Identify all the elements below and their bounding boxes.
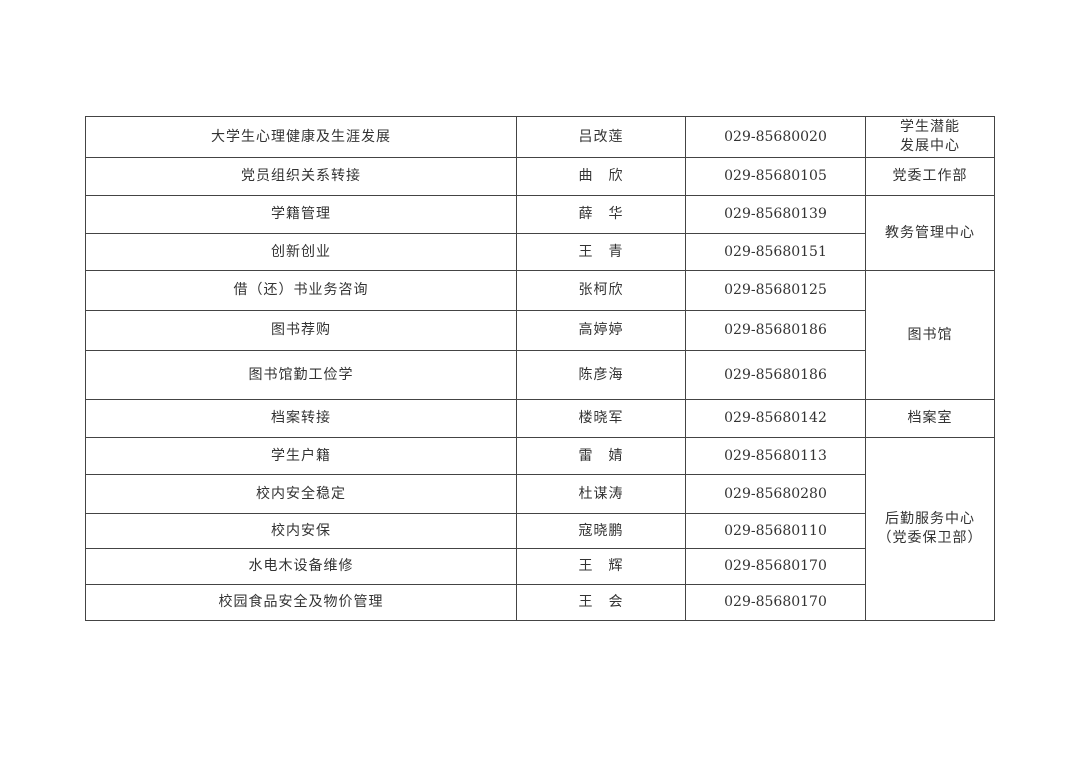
service-cell: 大学生心理健康及生涯发展: [85, 116, 517, 158]
phone-cell: 029-85680186: [685, 350, 866, 400]
contact-table-body: 大学生心理健康及生涯发展 吕改莲 029-85680020 学生潜能 发展中心 党员组织关…: [85, 116, 995, 621]
contact-cell: 陈彦海: [516, 350, 686, 400]
contact-cell: 杜谋涛: [516, 474, 686, 514]
contact-cell: 王 辉: [516, 548, 686, 585]
contact-cell: 寇晓鹏: [516, 513, 686, 549]
phone-cell: 029-85680020: [685, 116, 866, 158]
department-line: 档案室: [907, 410, 953, 426]
department-cell: 党委工作部: [865, 157, 995, 196]
contact-table: 大学生心理健康及生涯发展 吕改莲 029-85680020 学生潜能 发展中心 党员组织关…: [85, 116, 995, 621]
contact-cell: 王 会: [516, 584, 686, 621]
table-row: 档案转接 楼晓军 029-85680142 档案室: [85, 399, 995, 438]
department-line: 发展中心: [900, 138, 960, 154]
table-row: 创新创业王 青 029-85680151: [85, 233, 995, 271]
department-line: 学生潜能: [900, 119, 960, 135]
department-line: 党委工作部: [892, 168, 968, 184]
service-cell: 党员组织关系转接: [85, 157, 517, 196]
service-cell: 档案转接: [85, 399, 517, 438]
contact-cell: 薛 华: [516, 195, 686, 234]
table-row: 大学生心理健康及生涯发展 吕改莲 029-85680020 学生潜能 发展中心: [85, 116, 995, 158]
service-cell: 学籍管理: [85, 195, 517, 234]
phone-cell: 029-85680125: [685, 270, 866, 311]
service-cell: 校园食品安全及物价管理: [85, 584, 517, 621]
contact-cell: 王 青: [516, 233, 686, 271]
service-cell: 水电木设备维修: [85, 548, 517, 585]
table-row: 水电木设备维修王 辉 029-85680170: [85, 548, 995, 585]
table-row: 学生户籍雷 婧 029-85680113 后勤服务中心 （党委保卫部）: [85, 437, 995, 621]
contact-cell: 楼晓军: [516, 399, 686, 438]
contact-cell: 高婷婷: [516, 310, 686, 351]
phone-cell: 029-85680151: [685, 233, 866, 271]
department-line: 图书馆: [907, 326, 953, 343]
phone-cell: 029-85680139: [685, 195, 866, 234]
service-cell: 校内安保: [85, 513, 517, 549]
table-row: 学籍管理薛 华 029-85680139 教务管理中心: [85, 195, 995, 271]
table-row: 图书荐购 高婷婷 029-85680186: [85, 310, 995, 351]
table-row: 校园食品安全及物价管理王 会 029-85680170: [85, 584, 995, 621]
table-row: 借（还）书业务咨询 张柯欣 029-85680125 图书馆: [85, 270, 995, 400]
table-row: 图书馆勤工俭学 陈彦海 029-85680186: [85, 350, 995, 400]
contact-cell: 张柯欣: [516, 270, 686, 311]
phone-cell: 029-85680186: [685, 310, 866, 351]
department-line: （党委保卫部）: [877, 530, 983, 546]
phone-cell: 029-85680170: [685, 584, 866, 621]
contact-cell: 雷 婧: [516, 437, 686, 475]
table-row: 校内安全稳定 杜谋涛 029-85680280: [85, 474, 995, 514]
phone-cell: 029-85680110: [685, 513, 866, 549]
department-cell: 图书馆: [865, 270, 995, 400]
phone-cell: 029-85680280: [685, 474, 866, 514]
phone-cell: 029-85680113: [685, 437, 866, 475]
service-cell: 借（还）书业务咨询: [85, 270, 517, 311]
service-cell: 图书荐购: [85, 310, 517, 351]
phone-cell: 029-85680142: [685, 399, 866, 438]
service-cell: 校内安全稳定: [85, 474, 517, 514]
department-cell: 后勤服务中心 （党委保卫部）: [865, 437, 995, 621]
department-cell: 档案室: [865, 399, 995, 438]
department-line: 后勤服务中心: [885, 511, 975, 527]
contact-cell: 曲 欣: [516, 157, 686, 196]
contact-cell: 吕改莲: [516, 116, 686, 158]
service-cell: 图书馆勤工俭学: [85, 350, 517, 400]
service-cell: 学生户籍: [85, 437, 517, 475]
phone-cell: 029-85680170: [685, 548, 866, 585]
table-row: 党员组织关系转接曲 欣 029-85680105 党委工作部: [85, 157, 995, 196]
department-cell: 教务管理中心: [865, 195, 995, 271]
department-cell: 学生潜能 发展中心: [865, 116, 995, 158]
phone-cell: 029-85680105: [685, 157, 866, 196]
department-line: 教务管理中心: [885, 224, 975, 241]
service-cell: 创新创业: [85, 233, 517, 271]
table-row: 校内安保 寇晓鹏 029-85680110: [85, 513, 995, 549]
